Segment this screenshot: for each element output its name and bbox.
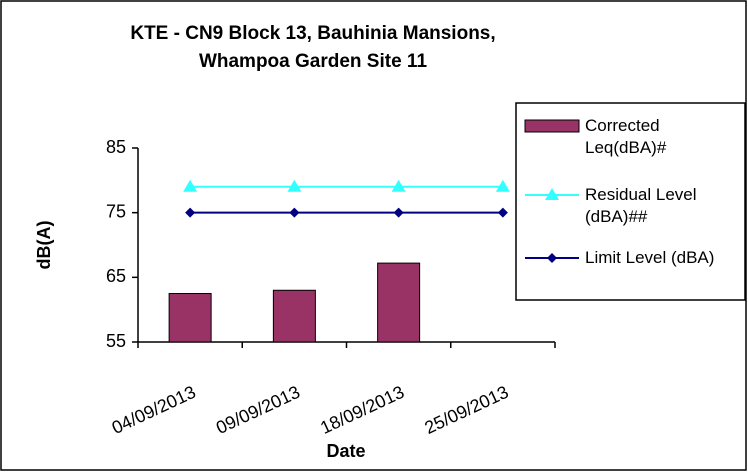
point: [185, 207, 196, 218]
point: [495, 179, 510, 192]
legend-box: [515, 102, 746, 301]
legend-marker: [545, 188, 559, 200]
point: [183, 179, 198, 192]
bar: [377, 262, 421, 343]
y-tick-label: 55: [106, 331, 126, 351]
legend-swatch: [524, 119, 580, 133]
chart-title: KTE - CN9 Block 13, Bauhinia Mansions, W…: [130, 23, 496, 72]
x-axis-label: Date: [326, 441, 365, 461]
y-tick-label: 85: [106, 137, 126, 157]
legend-label: Limit Level (dBA): [585, 248, 715, 267]
legend-label: Corrected Leq(dBA)#: [585, 116, 667, 157]
legend-label: Residual Level (dBA)##: [585, 185, 697, 226]
bar: [272, 289, 316, 343]
point: [287, 179, 302, 192]
y-tick-label: 75: [106, 201, 126, 221]
point: [391, 179, 406, 192]
x-tick-label: 18/09/2013: [317, 382, 407, 438]
y-tick-label: 65: [106, 266, 126, 286]
point: [497, 207, 508, 218]
legend-marker: [547, 253, 557, 263]
y-axis-label: dB(A): [34, 221, 54, 270]
point: [289, 207, 300, 218]
x-tick-label: 25/09/2013: [421, 382, 511, 438]
bar: [168, 293, 212, 343]
x-tick-label: 09/09/2013: [213, 382, 303, 438]
point: [393, 207, 404, 218]
x-tick-label: 04/09/2013: [109, 382, 199, 438]
